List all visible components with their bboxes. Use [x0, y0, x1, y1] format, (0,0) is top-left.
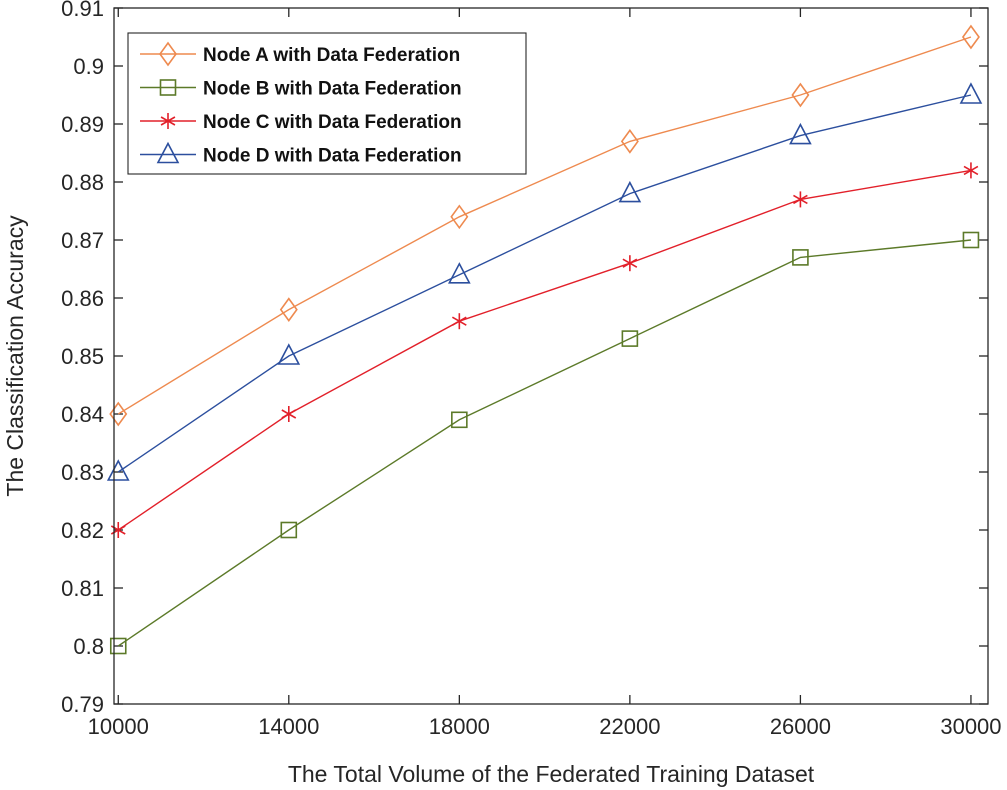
series-line	[117, 169, 972, 531]
series-2	[109, 231, 980, 655]
plot-frame	[113, 7, 989, 705]
x-tick-label: 18000	[429, 714, 490, 739]
data-point	[618, 180, 642, 203]
data-point	[451, 313, 467, 330]
data-point	[620, 129, 639, 154]
data-point	[962, 231, 980, 249]
legend-marker-stroke	[160, 116, 176, 126]
data-point	[448, 262, 471, 284]
y-axis-title: The Classification Accuracy	[2, 215, 28, 497]
y-tick-label: 0.79	[61, 692, 104, 717]
data-point	[621, 330, 639, 347]
legend-item: Node D with Data Federation	[140, 141, 462, 167]
series-line	[117, 239, 972, 647]
x-tick-label: 10000	[88, 714, 149, 739]
y-axis-ticks: 0.79 0.8 0.81 0.82 0.83 0.84 0.85 0.86 0.87 0.88 0…	[61, 0, 988, 717]
x-tick-label: 26000	[770, 714, 831, 739]
data-point	[789, 122, 812, 145]
y-tick-label: 0.81	[61, 576, 104, 601]
x-tick-label: 30000	[940, 714, 1001, 739]
x-axis-title: The Total Volume of the Federated Traini…	[288, 761, 815, 787]
y-tick-label: 0.91	[61, 0, 104, 21]
y-tick-label: 0.88	[61, 170, 104, 195]
legend-item: Node B with Data Federation	[140, 79, 462, 100]
data-point	[106, 459, 130, 481]
y-tick-label: 0.89	[61, 112, 104, 137]
data-point	[961, 24, 980, 50]
x-tick-label: 22000	[599, 714, 660, 739]
legend-label: Node B with Data Federation	[203, 79, 462, 100]
data-point	[791, 82, 810, 108]
y-tick-label: 0.8	[73, 634, 104, 659]
legend-label: Node A with Data Federation	[203, 45, 460, 66]
y-tick-label: 0.9	[73, 54, 104, 79]
data-point	[792, 249, 809, 266]
y-tick-label: 0.82	[61, 518, 104, 543]
x-axis-ticks: 10000 14000 18000 22000 26000 30000	[88, 8, 1002, 739]
y-tick-label: 0.87	[61, 228, 104, 253]
y-tick-label: 0.83	[61, 460, 104, 485]
data-point	[280, 521, 298, 539]
data-point-stroke	[451, 316, 467, 326]
data-point	[279, 297, 298, 322]
legend-item: Node C with Data Federation	[140, 112, 462, 133]
data-point	[793, 191, 808, 208]
data-point	[281, 406, 297, 422]
y-tick-label: 0.86	[61, 286, 104, 311]
legend-item: Node A with Data Federation	[140, 41, 460, 67]
series-4	[106, 82, 983, 481]
data-point-stroke	[963, 165, 979, 176]
series-layer	[106, 24, 983, 655]
legend-label: Node D with Data Federation	[203, 146, 462, 167]
data-point-stroke	[281, 409, 297, 419]
series-line	[117, 36, 972, 415]
data-point	[451, 411, 468, 429]
y-tick-label: 0.84	[61, 402, 104, 427]
data-point	[277, 343, 301, 365]
series-3	[110, 162, 979, 538]
legend-marker	[160, 113, 176, 129]
legend-box	[127, 32, 527, 175]
data-point	[959, 82, 983, 104]
legend: Node A with Data Federation Node B with D…	[127, 32, 527, 175]
series-line	[117, 94, 972, 473]
data-point	[109, 401, 128, 427]
legend-marker	[159, 41, 177, 67]
x-tick-label: 14000	[258, 714, 319, 739]
legend-marker	[156, 141, 180, 164]
data-point	[963, 162, 979, 179]
data-point-stroke	[622, 258, 638, 268]
legend-label: Node C with Data Federation	[203, 112, 462, 133]
legend-marker	[159, 79, 177, 96]
data-point	[622, 255, 638, 272]
y-tick-label: 0.85	[61, 344, 104, 369]
data-point-stroke	[793, 194, 808, 205]
series-1	[109, 24, 980, 427]
data-point	[109, 637, 127, 655]
data-point	[450, 204, 469, 230]
